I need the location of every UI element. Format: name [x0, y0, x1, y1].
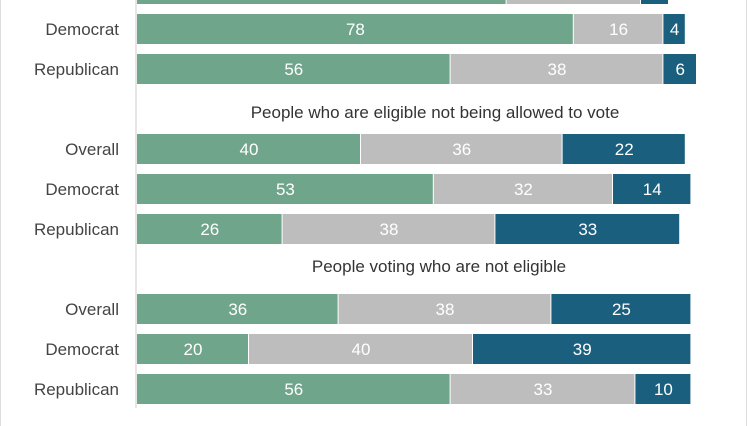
bar-segment-second: [450, 374, 635, 404]
data-label: 38: [548, 60, 567, 79]
bar-segment-second: [282, 214, 495, 244]
data-label: 39: [573, 340, 592, 359]
bar-segment-second: [450, 54, 663, 84]
category-label-democrat: Democrat: [45, 340, 119, 359]
data-label: 20: [184, 340, 203, 359]
data-label: 6: [675, 60, 684, 79]
category-label-democrat: Democrat: [45, 180, 119, 199]
bar-segment-third: [663, 14, 685, 44]
bar-segment-first: [137, 14, 573, 44]
bar-segment-third: [562, 134, 685, 164]
category-label-republican: Republican: [34, 60, 119, 79]
data-label: 53: [276, 180, 295, 199]
data-label: 33: [578, 220, 597, 239]
bar-segment-second: [573, 14, 663, 44]
bar-segment-third: [551, 294, 691, 324]
bar-segment-third: [663, 54, 696, 84]
bar-segment-first: [137, 54, 450, 84]
bar-segment-first: [137, 134, 360, 164]
bar-segment-first: [137, 0, 506, 4]
data-label: 32: [514, 180, 533, 199]
bar-segment-third: [613, 174, 691, 204]
bar-segment-third: [495, 214, 680, 244]
data-label: 25: [612, 300, 631, 319]
bar-segment-second: [338, 294, 551, 324]
bar-segment-third: [641, 0, 668, 4]
category-label-republican: Republican: [34, 220, 119, 239]
data-label: 40: [352, 340, 371, 359]
category-label-republican: Republican: [34, 380, 119, 399]
data-label: 16: [609, 20, 628, 39]
category-label-democrat: Democrat: [45, 20, 119, 39]
data-label: 10: [654, 380, 673, 399]
data-label: 4: [670, 20, 679, 39]
bar-segment-first: [137, 294, 338, 324]
data-label: 22: [615, 140, 634, 159]
data-label: 56: [284, 60, 303, 79]
data-label: 56: [284, 380, 303, 399]
bar-segment-first: [137, 374, 450, 404]
bar-segment-second: [506, 0, 640, 4]
bar-segment-third: [635, 374, 691, 404]
bar-segment-second: [249, 334, 472, 364]
bar-segment-second: [361, 134, 562, 164]
data-label: 26: [200, 220, 219, 239]
category-label-overall: Overall: [65, 300, 119, 319]
bar-segment-first: [137, 334, 248, 364]
group-title-not-eligible-voting: People voting who are not eligible: [312, 257, 566, 276]
bar-segment-third: [473, 334, 691, 364]
bar-segment-second: [433, 174, 612, 204]
data-label: 40: [240, 140, 259, 159]
category-label-overall: Overall: [65, 140, 119, 159]
bar-segments: 78 16 4 56 38 6 40 36 22 53 32 14 26 38 33 36 38 25 20 40 39…: [137, 0, 696, 404]
data-label: 33: [534, 380, 553, 399]
data-label: 36: [228, 300, 247, 319]
bar-segment-first: [137, 214, 282, 244]
data-label: 36: [452, 140, 471, 159]
bar-segment-first: [137, 174, 433, 204]
group-title-eligible-not-allowed: People who are eligible not being allowe…: [251, 103, 620, 122]
data-label: 14: [643, 180, 662, 199]
data-label: 38: [380, 220, 399, 239]
data-label: 38: [436, 300, 455, 319]
data-label: 78: [346, 20, 365, 39]
